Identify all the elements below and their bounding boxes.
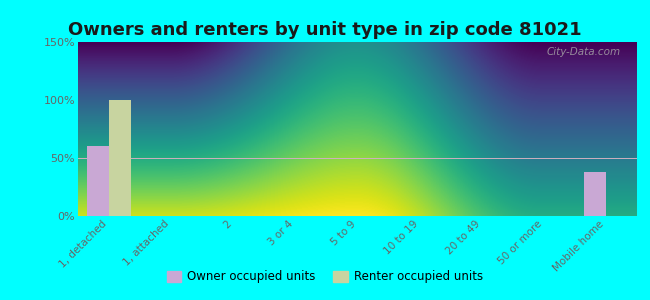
Text: City-Data.com: City-Data.com — [546, 47, 620, 57]
Bar — [109, 100, 131, 216]
Bar — [87, 146, 109, 216]
Text: Owners and renters by unit type in zip code 81021: Owners and renters by unit type in zip c… — [68, 21, 582, 39]
Bar — [584, 172, 606, 216]
Legend: Owner occupied units, Renter occupied units: Owner occupied units, Renter occupied un… — [162, 266, 488, 288]
